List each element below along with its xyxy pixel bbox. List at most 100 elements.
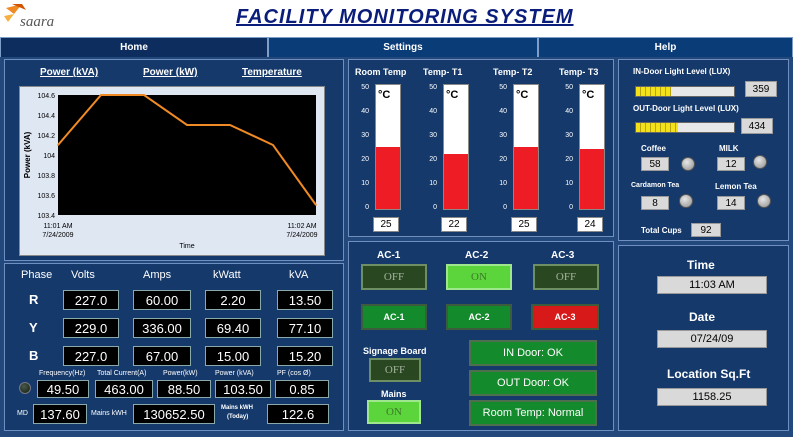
main-panel: Power (kVA) Power (kW) Temperature 104.6… — [0, 57, 793, 437]
cardamon-tea-label: Cardamon Tea — [631, 182, 680, 189]
milk-label: MILK — [719, 144, 739, 153]
thermometer-value: 22 — [441, 217, 467, 232]
cardamon-tea-count: 8 — [641, 196, 669, 210]
milk-knob-icon[interactable] — [753, 155, 767, 169]
mains-kwh-today-label: Mains kWH — [221, 405, 254, 411]
kva-value: 13.50 — [277, 290, 333, 310]
location-value: 1158.25 — [657, 388, 767, 406]
chart-data-point — [229, 124, 231, 126]
scale-tick: 30 — [361, 132, 369, 139]
scale-tick: 10 — [429, 180, 437, 187]
cardamon-tea-knob-icon[interactable] — [679, 194, 693, 208]
frequency-value: 49.50 — [37, 380, 89, 398]
signage-board-label: Signage Board — [363, 346, 427, 356]
power-chart: 104.6 104.4 104.2 104 103.8 103.6 103.4 Power (… — [19, 86, 325, 256]
kwatt-value: 69.40 — [205, 318, 261, 338]
pf-value: 0.85 — [275, 380, 329, 398]
coffee-label: Coffee — [641, 144, 666, 153]
ac1-button[interactable]: AC-1 — [361, 304, 427, 330]
phase-label: B — [29, 348, 39, 363]
ac2-button[interactable]: AC-2 — [446, 304, 512, 330]
status-led-icon — [19, 382, 31, 394]
outdoor-light-fill — [636, 123, 679, 132]
outdoor-light-label: OUT-Door Light Level (LUX) — [633, 104, 739, 113]
power-kw-label: Power(kW) — [163, 370, 198, 377]
tab-help[interactable]: Help — [538, 37, 793, 57]
thermometer-fill — [514, 147, 538, 209]
y-axis-label: Power (kVA) — [23, 131, 32, 178]
amps-value: 336.00 — [133, 318, 191, 338]
page-title: FACILITY MONITORING SYSTEM — [236, 6, 574, 28]
ac1-status-indicator: OFF — [361, 264, 427, 290]
x-end-date-label: 7/24/2009 — [286, 232, 317, 239]
y-tick-label: 104.6 — [37, 93, 55, 100]
x-axis-label: Time — [179, 243, 194, 250]
scale-tick: 30 — [499, 132, 507, 139]
power-chart-svg: 104.6 104.4 104.2 104 103.8 103.6 103.4 Power (… — [23, 93, 318, 250]
indoor-light-label: IN-Door Light Level (LUX) — [633, 67, 731, 76]
scale-tick: 10 — [361, 180, 369, 187]
thermometer-fill — [580, 149, 604, 209]
chart-tab-kva[interactable]: Power (kVA) — [40, 67, 99, 78]
thermometer-fill — [444, 154, 468, 209]
total-cups-count: 92 — [691, 223, 721, 237]
tab-home[interactable]: Home — [0, 37, 268, 57]
x-start-time-label: 11:01 AM — [43, 223, 72, 230]
scale-tick: 20 — [429, 156, 437, 163]
celsius-unit: °C — [582, 89, 595, 101]
scale-tick: 40 — [361, 108, 369, 115]
ac3-label: AC-3 — [551, 250, 575, 261]
header-kwatt: kWatt — [213, 269, 241, 281]
scale-tick: 50 — [565, 84, 573, 91]
lemon-tea-label: Lemon Tea — [715, 182, 757, 191]
ac3-button[interactable]: AC-3 — [531, 304, 599, 330]
coffee-knob-icon[interactable] — [681, 157, 695, 171]
chart-data-point — [315, 204, 317, 206]
temperature-panel: Room Temp 50 40 30 20 10 0 °C 25 Temp- T1 50 40 30 20… — [348, 59, 614, 237]
y-tick-label: 104 — [43, 153, 55, 160]
header-volts: Volts — [71, 269, 95, 281]
location-label: Location Sq.Ft — [667, 367, 751, 381]
x-start-date-label: 7/24/2009 — [42, 232, 73, 239]
current-label: Total Current(A) — [97, 370, 147, 377]
indoor-light-fill — [636, 87, 672, 96]
celsius-unit: °C — [446, 89, 459, 101]
scale-tick: 40 — [499, 108, 507, 115]
scale-tick: 20 — [499, 156, 507, 163]
chart-data-point — [100, 94, 102, 96]
scale-tick: 10 — [499, 180, 507, 187]
kva-value: 15.20 — [277, 346, 333, 366]
chart-data-point — [143, 94, 145, 96]
volts-value: 227.0 — [63, 290, 119, 310]
lemon-tea-count: 14 — [717, 196, 745, 210]
scale-tick: 0 — [569, 204, 573, 211]
scale-tick: 0 — [365, 204, 369, 211]
tab-settings[interactable]: Settings — [268, 37, 538, 57]
chart-panel: Power (kVA) Power (kW) Temperature 104.6… — [4, 59, 344, 261]
thermometer-label: Temp- T3 — [559, 67, 599, 77]
mains-kwh-label: Mains kWH — [91, 410, 127, 417]
y-tick-label: 103.4 — [37, 213, 55, 220]
chart-tab-temperature[interactable]: Temperature — [242, 67, 302, 78]
thermometer-value: 25 — [511, 217, 537, 232]
phase-label: R — [29, 292, 39, 307]
scale-tick: 40 — [429, 108, 437, 115]
chart-tab-kw[interactable]: Power (kW) — [143, 67, 198, 78]
header-amps: Amps — [143, 269, 172, 281]
mains-kwh-today-value: 122.6 — [267, 404, 329, 424]
lemon-tea-knob-icon[interactable] — [757, 194, 771, 208]
amps-value: 67.00 — [133, 346, 191, 366]
info-panel: Time 11:03 AM Date 07/24/09 Location Sq.… — [618, 245, 789, 431]
thermometer-tube: °C — [513, 84, 539, 210]
outdoor-light-value: 434 — [741, 118, 773, 134]
saara-logo: saara — [0, 0, 70, 36]
thermometer-tube: °C — [579, 84, 605, 210]
scale-tick: 10 — [565, 180, 573, 187]
amps-value: 60.00 — [133, 290, 191, 310]
ac1-label: AC-1 — [377, 250, 401, 261]
date-label: Date — [689, 310, 716, 324]
header-kva: kVA — [289, 269, 309, 281]
current-value: 463.00 — [95, 380, 153, 398]
thermometer-fill — [376, 147, 400, 209]
